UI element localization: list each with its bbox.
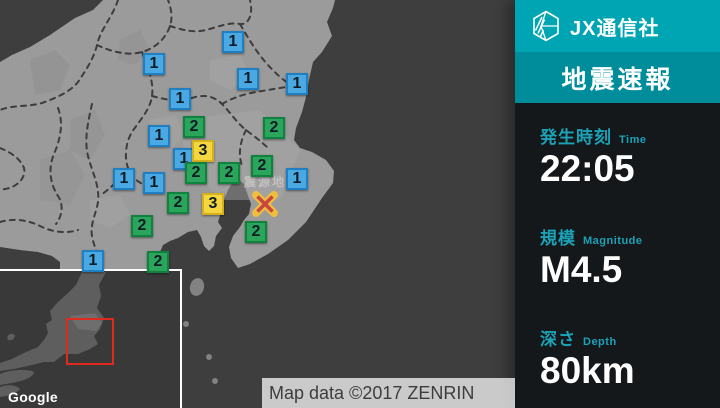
islands: [183, 278, 218, 384]
overview-inset-map: Google: [0, 269, 182, 408]
magnitude-value: M4.5: [540, 249, 623, 290]
field-depth: 深さ Depth 80km: [540, 325, 720, 392]
brand-name: JX通信社: [570, 17, 660, 40]
time-label-ja: 発生時刻: [540, 128, 612, 147]
field-magnitude: 規模 Magnitude M4.5: [540, 224, 720, 291]
epicenter-x-icon: [252, 191, 278, 217]
depth-label-ja: 深さ: [540, 330, 576, 349]
alert-sidebar: JX通信社 地震速報 発生時刻 Time 22:05 規模 Magnitude …: [515, 0, 720, 408]
google-logo[interactable]: Google: [8, 389, 59, 405]
brand-header: JX通信社: [515, 0, 720, 52]
inset-japan-map: [0, 272, 114, 397]
inset-focus-rectangle: [66, 318, 114, 365]
time-value: 22:05: [540, 148, 635, 189]
magnitude-label-en: Magnitude: [583, 235, 643, 247]
time-label-en: Time: [619, 134, 647, 146]
epicenter-label: 震源地: [244, 175, 287, 189]
alert-details: 発生時刻 Time 22:05 規模 Magnitude M4.5 深さ Dep…: [515, 103, 720, 408]
magnitude-label-ja: 規模: [540, 229, 576, 248]
depth-value: 80km: [540, 350, 635, 391]
depth-label-en: Depth: [583, 336, 617, 348]
map-attribution: Map data ©2017 ZENRIN: [262, 378, 515, 408]
jx-hexagon-logo-icon: [533, 10, 559, 42]
alert-type-banner: 地震速報: [515, 52, 720, 103]
field-time: 発生時刻 Time 22:05: [540, 123, 720, 190]
